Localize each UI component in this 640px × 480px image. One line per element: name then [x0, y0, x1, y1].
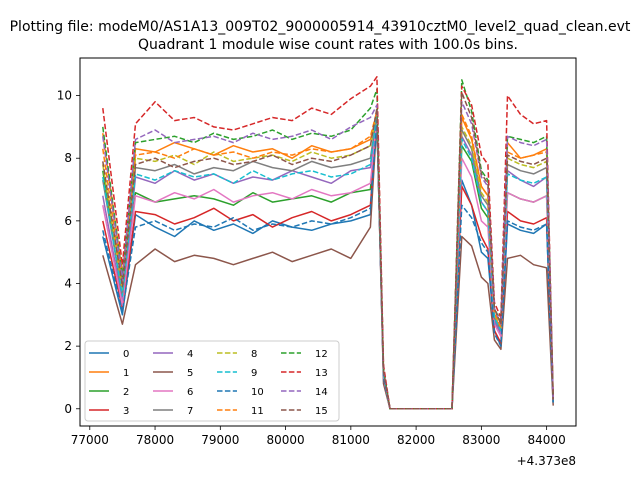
x-tick-label: 79000 [201, 433, 239, 447]
legend-label-14: 14 [315, 387, 328, 398]
series-line-5 [102, 119, 554, 410]
x-tick-label: 81000 [332, 433, 370, 447]
y-tick-label: 10 [57, 89, 72, 103]
legend-label-11: 11 [251, 406, 264, 417]
x-offset-label: +4.373e8 [517, 454, 576, 468]
legend-label-15: 15 [315, 406, 328, 417]
x-tick-label: 80000 [266, 433, 304, 447]
y-tick-label: 6 [64, 214, 72, 228]
legend-box [84, 340, 340, 422]
plot-area [102, 76, 554, 410]
legend-label-5: 5 [187, 368, 193, 379]
x-axis: 77000 78000 79000 80000 81000 82000 83000 84000 [71, 426, 566, 447]
legend-label-7: 7 [187, 406, 193, 417]
legend-label-1: 1 [123, 368, 129, 379]
x-tick-label: 84000 [528, 433, 566, 447]
axes-title: Quadrant 1 module wise count rates with … [138, 37, 518, 53]
legend-label-9: 9 [251, 368, 257, 379]
x-tick-label: 83000 [462, 433, 500, 447]
x-tick-label: 77000 [71, 433, 109, 447]
y-tick-label: 2 [64, 339, 72, 353]
legend-label-6: 6 [187, 387, 193, 398]
y-axis: 0 2 4 6 8 10 [57, 89, 80, 416]
legend-label-12: 12 [315, 349, 328, 360]
series-line-10 [102, 119, 554, 410]
y-tick-label: 0 [64, 402, 72, 416]
legend-label-4: 4 [187, 349, 193, 360]
y-tick-label: 4 [64, 276, 72, 290]
legend-label-10: 10 [251, 387, 264, 398]
legend-label-2: 2 [123, 387, 129, 398]
series-line-15 [102, 91, 554, 410]
y-tick-label: 8 [64, 151, 72, 165]
series-line-9 [102, 113, 554, 410]
figure-suptitle: Plotting file: modeM0/AS1A13_009T02_9000… [10, 19, 631, 35]
axes-frame [79, 57, 577, 427]
x-tick-label: 82000 [397, 433, 435, 447]
legend-label-13: 13 [315, 368, 328, 379]
x-tick-label: 78000 [136, 433, 174, 447]
legend-label-3: 3 [123, 406, 129, 417]
legend-label-0: 0 [123, 349, 129, 360]
legend-label-8: 8 [251, 349, 257, 360]
